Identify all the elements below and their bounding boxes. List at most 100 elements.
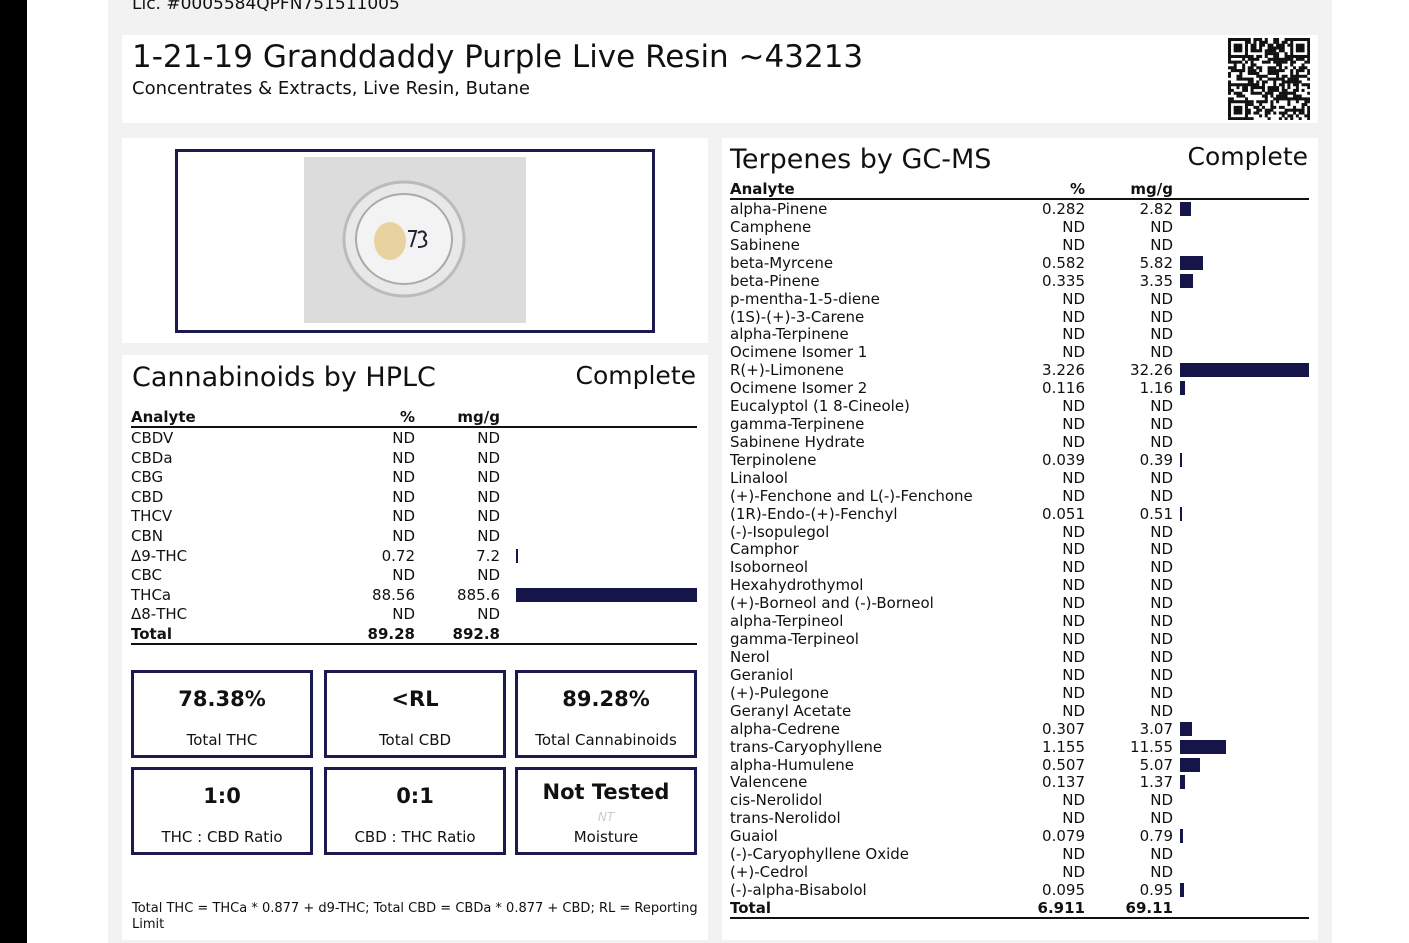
qr-module <box>1247 40 1251 44</box>
bar <box>1180 202 1192 216</box>
qr-module <box>1253 43 1257 47</box>
percent: 3.226 <box>1042 361 1085 380</box>
qr-module <box>1290 117 1294 120</box>
bar <box>1180 273 1194 288</box>
qr-module <box>1273 105 1277 109</box>
analyte: cis-Nerolidol <box>730 791 823 810</box>
analyte: CBDV <box>131 429 174 447</box>
qr-module <box>1276 74 1280 78</box>
analyte: alpha-Pinene <box>730 200 828 218</box>
qr-module <box>1287 108 1291 112</box>
mg-per-g: ND <box>1150 468 1173 487</box>
qr-module <box>1284 40 1288 44</box>
qr-module <box>1295 46 1299 50</box>
summary-label: CBD : THC Ratio <box>354 828 476 846</box>
qr-module <box>1242 117 1246 120</box>
qr-module <box>1236 60 1240 64</box>
qr-module <box>1244 54 1248 58</box>
percent: ND <box>1062 343 1085 362</box>
qr-module <box>1290 108 1294 112</box>
qr-module <box>1287 83 1291 87</box>
analyte: alpha-Terpineol <box>730 612 844 631</box>
mg-per-g: ND <box>1150 791 1173 810</box>
qr-module <box>1287 97 1291 101</box>
qr-module <box>1301 83 1305 87</box>
qr-module <box>1253 91 1257 95</box>
percent: ND <box>1062 791 1085 810</box>
qr-module <box>1250 91 1254 95</box>
qr-module <box>1242 69 1246 73</box>
qr-module <box>1253 38 1257 42</box>
mg-per-g: 1.16 <box>1139 379 1173 398</box>
qr-module <box>1284 74 1288 78</box>
qr-module <box>1298 117 1302 120</box>
mg-per-g: ND <box>477 487 500 506</box>
qr-module <box>1267 86 1271 90</box>
qr-module <box>1264 52 1268 56</box>
qr-module <box>1301 103 1305 107</box>
qr-module <box>1261 88 1265 92</box>
bar <box>1180 757 1201 772</box>
qr-module <box>1233 60 1237 64</box>
qr-module <box>1264 114 1268 118</box>
analyte: Δ9-THC <box>131 546 188 565</box>
percent: 6.911 <box>1037 898 1085 917</box>
qr-module <box>1304 74 1308 78</box>
qr-module <box>1281 91 1285 95</box>
qr-module <box>1236 74 1240 78</box>
summary-label: Total Cannabinoids <box>535 731 677 749</box>
qr-module <box>1261 60 1265 64</box>
qr-module <box>1236 86 1240 90</box>
qr-module <box>1278 117 1282 120</box>
mg-per-g: ND <box>477 566 500 585</box>
qr-module <box>1239 100 1243 104</box>
percent: 0.307 <box>1042 719 1085 738</box>
percent: 0.079 <box>1042 827 1085 846</box>
bar <box>1180 255 1204 270</box>
summary-value: <RL <box>391 687 439 711</box>
qr-module <box>1247 83 1251 87</box>
qr-module <box>1267 111 1271 115</box>
qr-module <box>1242 57 1246 61</box>
analyte: (1S)-(+)-3-Carene <box>730 307 865 326</box>
analyte: Nerol <box>730 648 770 666</box>
qr-module <box>1228 49 1232 53</box>
qr-module <box>1304 100 1308 104</box>
qr-module <box>1304 54 1308 58</box>
qr-module <box>1228 103 1232 107</box>
qr-module <box>1264 91 1268 95</box>
qr-module <box>1236 54 1240 58</box>
qr-module <box>1230 83 1234 87</box>
qr-module <box>1250 83 1254 87</box>
percent: 0.72 <box>381 546 415 565</box>
qr-module <box>1236 46 1240 50</box>
qr-module <box>1290 77 1294 81</box>
qr-module <box>1273 86 1277 90</box>
qr-module <box>1228 88 1232 92</box>
qr-module <box>1295 77 1299 81</box>
qr-module <box>1267 71 1271 75</box>
mg-per-g: ND <box>1150 432 1173 451</box>
qr-module <box>1267 77 1271 81</box>
qr-module <box>1259 100 1263 104</box>
mg-per-g: ND <box>1150 809 1173 828</box>
mg-per-g: 1.37 <box>1139 773 1173 792</box>
qr-module <box>1242 77 1246 81</box>
qr-module <box>1307 100 1310 104</box>
qr-module <box>1239 105 1243 109</box>
mg-per-g: ND <box>1150 415 1173 434</box>
qr-module <box>1281 94 1285 98</box>
analyte: CBN <box>131 527 163 545</box>
qr-module <box>1256 57 1260 61</box>
qr-module <box>1295 114 1299 118</box>
qr-module <box>1264 60 1268 64</box>
mg-per-g: ND <box>1150 648 1173 666</box>
analyte: gamma-Terpineol <box>730 630 859 649</box>
image-frame <box>175 149 655 333</box>
qr-module <box>1295 74 1299 78</box>
qr-module <box>1295 86 1299 90</box>
qr-module <box>1287 100 1291 104</box>
qr-module <box>1256 91 1260 95</box>
qr-module <box>1239 46 1243 50</box>
header-card: 1-21-19 Granddaddy Purple Live Resin ~43… <box>122 35 1318 123</box>
